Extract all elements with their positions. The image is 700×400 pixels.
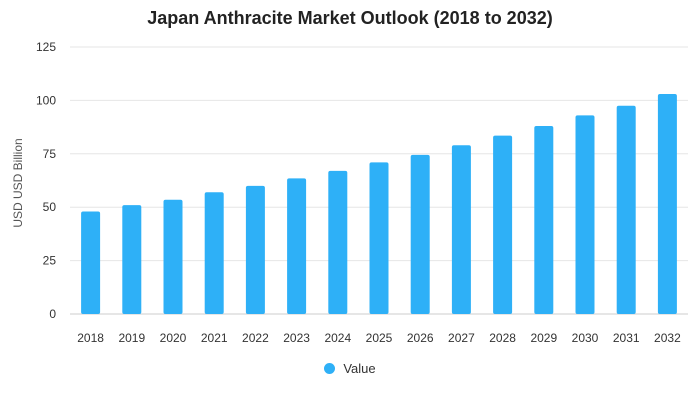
bar bbox=[369, 162, 389, 314]
bar bbox=[122, 205, 142, 314]
bar bbox=[287, 178, 307, 314]
bar bbox=[451, 145, 471, 314]
x-tick-label: 2031 bbox=[613, 331, 640, 345]
x-tick-label: 2018 bbox=[77, 331, 104, 345]
x-tick-label: 2020 bbox=[160, 331, 187, 345]
bar bbox=[328, 170, 348, 314]
y-tick-label: 50 bbox=[43, 200, 57, 214]
bar bbox=[575, 115, 595, 315]
y-tick-label: 100 bbox=[36, 93, 56, 107]
bar bbox=[616, 105, 636, 315]
x-tick-label: 2021 bbox=[201, 331, 228, 345]
x-tick-label: 2029 bbox=[530, 331, 557, 345]
legend: Value bbox=[0, 361, 700, 376]
x-tick-label: 2026 bbox=[407, 331, 434, 345]
x-tick-label: 2019 bbox=[118, 331, 145, 345]
x-tick-label: 2022 bbox=[242, 331, 269, 345]
bar bbox=[657, 93, 677, 314]
bar bbox=[410, 154, 430, 314]
x-tick-label: 2030 bbox=[572, 331, 599, 345]
x-tick-label: 2023 bbox=[283, 331, 310, 345]
y-tick-label: 125 bbox=[36, 40, 56, 54]
bar bbox=[245, 185, 265, 314]
legend-label: Value bbox=[343, 361, 376, 376]
bar bbox=[493, 135, 513, 314]
x-tick-label: 2027 bbox=[448, 331, 475, 345]
bar bbox=[534, 126, 554, 314]
chart-title: Japan Anthracite Market Outlook (2018 to… bbox=[147, 8, 553, 28]
x-tick-label: 2032 bbox=[654, 331, 681, 345]
bar bbox=[163, 199, 183, 314]
y-tick-label: 25 bbox=[43, 254, 57, 268]
x-tick-label: 2025 bbox=[366, 331, 393, 345]
legend-marker bbox=[324, 363, 336, 374]
x-tick-label: 2028 bbox=[489, 331, 516, 345]
y-tick-label: 75 bbox=[43, 147, 57, 161]
x-tick-label: 2024 bbox=[324, 331, 351, 345]
bar bbox=[81, 211, 101, 314]
bar bbox=[204, 192, 224, 314]
y-tick-label: 0 bbox=[49, 307, 56, 321]
